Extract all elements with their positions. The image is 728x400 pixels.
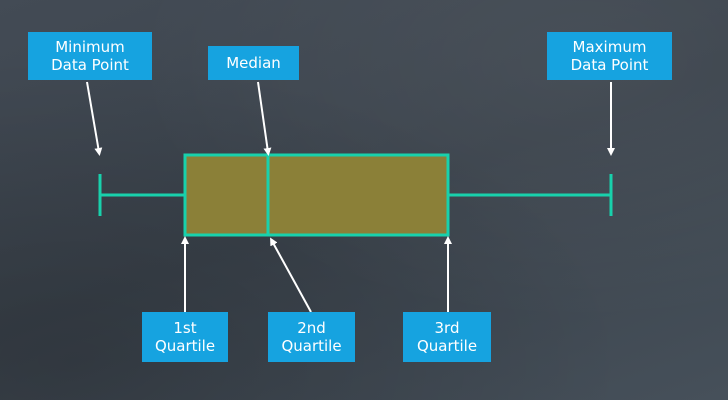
arrow-median <box>257 81 272 156</box>
label-q3-line1: 3rd <box>434 319 460 337</box>
label-maximum-line1: Maximum <box>572 38 647 56</box>
label-second-quartile: 2nd Quartile <box>268 312 355 362</box>
label-maximum-data-point: Maximum Data Point <box>547 32 672 80</box>
label-q1-line1: 1st <box>173 319 197 337</box>
label-q3-line2: Quartile <box>416 337 478 355</box>
label-q1-line2: Quartile <box>154 337 216 355</box>
label-q2-line1: 2nd <box>297 319 326 337</box>
label-minimum-data-point: Minimum Data Point <box>28 32 152 80</box>
label-first-quartile: 1st Quartile <box>142 312 228 362</box>
label-q2-line2: Quartile <box>281 337 342 355</box>
interquartile-box <box>183 153 450 237</box>
label-minimum-line1: Minimum <box>55 38 125 56</box>
label-median-text: Median <box>226 54 281 72</box>
label-third-quartile: 3rd Quartile <box>403 312 491 362</box>
label-minimum-line2: Data Point <box>51 56 129 74</box>
label-median: Median <box>208 46 299 80</box>
label-maximum-line2: Data Point <box>570 56 649 74</box>
arrow-q2 <box>270 237 312 313</box>
arrow-minimum <box>86 81 103 156</box>
